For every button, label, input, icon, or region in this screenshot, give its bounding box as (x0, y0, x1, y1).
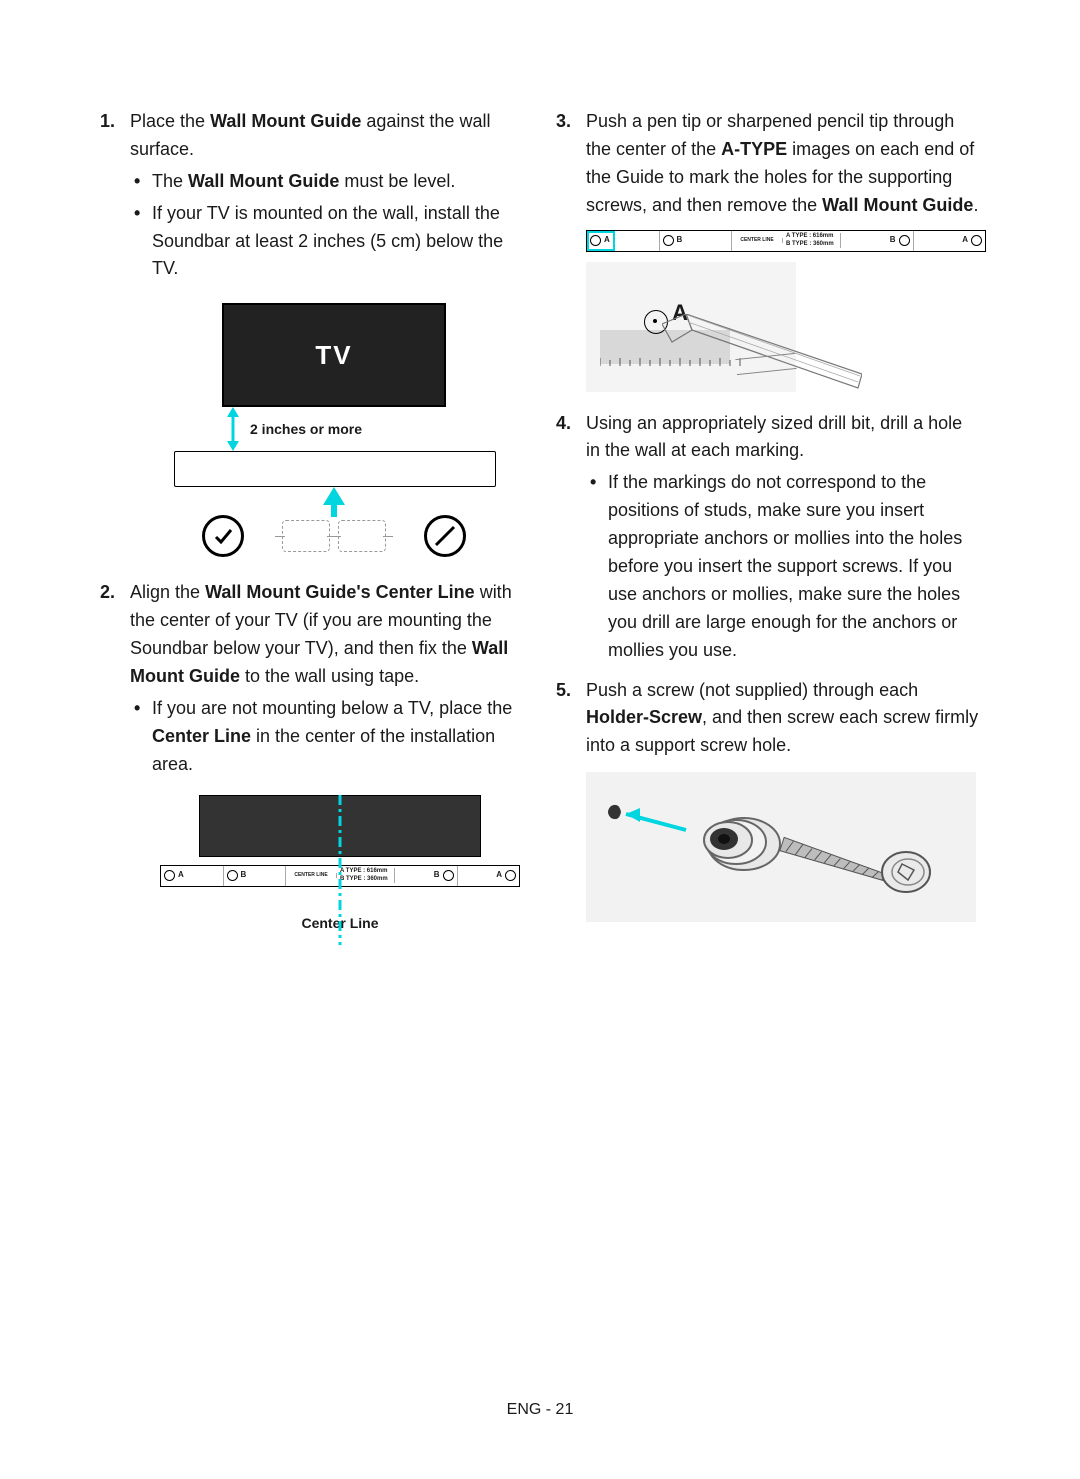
text: must be level. (339, 171, 455, 191)
guide-cell-a-right: A (914, 231, 986, 251)
no-circle-icon (424, 515, 466, 557)
bold: Wall Mount Guide (188, 171, 339, 191)
guide-center-label: CENTER LINE (732, 238, 783, 243)
wall-mount-guide-strip: A B CENTER LINE A TYPE : 616mm B TYPE : … (586, 230, 986, 252)
text: If you are not mounting below a TV, plac… (152, 698, 512, 718)
step-5: 5. Push a screw (not supplied) through e… (556, 677, 980, 923)
step-number: 5. (556, 677, 571, 705)
guide-cell-a-right: A (458, 866, 520, 886)
guide-type-labels: A TYPE : 616mm B TYPE : 360mm (783, 233, 841, 247)
bracket-icon (338, 520, 386, 552)
text: Place the (130, 111, 210, 131)
tv-rectangle: TV (222, 303, 446, 407)
step-2: 2. Align the Wall Mount Guide's Center L… (100, 579, 524, 934)
center-line-caption: Center Line (160, 913, 520, 935)
label: B (434, 869, 440, 881)
left-column: 1. Place the Wall Mount Guide against th… (100, 108, 524, 946)
guide-cell-b-left: B (224, 866, 287, 886)
step-4: 4. Using an appropriately sized drill bi… (556, 410, 980, 665)
manual-page: 1. Place the Wall Mount Guide against th… (0, 0, 1080, 1479)
label: B (677, 234, 683, 246)
bullet: If your TV is mounted on the wall, insta… (130, 200, 524, 284)
step-number: 3. (556, 108, 571, 136)
anchor-arrow (174, 487, 494, 517)
bullet: The Wall Mount Guide must be level. (130, 168, 524, 196)
text: The (152, 171, 188, 191)
bracket-icon (282, 520, 330, 552)
text: to the wall using tape. (240, 666, 419, 686)
step-text: Place the Wall Mount Guide against the w… (130, 111, 490, 159)
bullet: If the markings do not correspond to the… (586, 469, 980, 664)
step-number: 4. (556, 410, 571, 438)
check-circle-icon (202, 515, 244, 557)
text: . (973, 195, 978, 215)
step-number: 2. (100, 579, 115, 607)
wall-mount-guide-strip: A B CENTER LINE A TYPE : 616mm B TYPE : … (160, 865, 520, 887)
label: A (604, 234, 610, 246)
step-text: Push a pen tip or sharpened pencil tip t… (586, 111, 978, 215)
guide-type-labels: A TYPE : 616mm B TYPE : 360mm (337, 868, 395, 882)
bold: Wall Mount Guide (210, 111, 361, 131)
bracket-pair (282, 520, 386, 552)
step-1: 1. Place the Wall Mount Guide against th… (100, 108, 524, 557)
pencil-icon (662, 314, 862, 394)
detail-zoom-panel: A (586, 262, 796, 392)
label: A (178, 869, 184, 881)
type-a: A TYPE : 616mm (340, 868, 394, 875)
figure-holder-screw (586, 772, 976, 922)
step-3: 3. Push a pen tip or sharpened pencil ti… (556, 108, 980, 392)
figure-tv-gap: TV 2 inches or more (174, 303, 494, 557)
bullet: If you are not mounting below a TV, plac… (130, 695, 524, 779)
label: A (496, 869, 502, 881)
guide-cell-b-left: B (660, 231, 733, 251)
guide-cell-b-right: B (395, 866, 458, 886)
bold: Holder-Screw (586, 707, 702, 727)
double-arrow-icon (224, 407, 242, 451)
text: Align the (130, 582, 205, 602)
gap-indicator: 2 inches or more (224, 407, 444, 451)
label: B (890, 234, 896, 246)
right-column: 3. Push a pen tip or sharpened pencil ti… (556, 108, 980, 946)
bold: A-TYPE (721, 139, 787, 159)
step-text: Using an appropriately sized drill bit, … (586, 413, 962, 461)
label: B (241, 869, 247, 881)
two-column-layout: 1. Place the Wall Mount Guide against th… (100, 108, 980, 946)
step-number: 1. (100, 108, 115, 136)
figure-pencil-mark: A B CENTER LINE A TYPE : 616mm B TYPE : … (586, 230, 986, 392)
bold: Center Line (152, 726, 251, 746)
guide-center-label: CENTER LINE (286, 873, 337, 878)
bracket-icons-row (174, 515, 494, 557)
type-b: B TYPE : 360mm (340, 876, 394, 883)
text: Push a screw (not supplied) through each (586, 680, 918, 700)
figure-center-line: A B CENTER LINE A TYPE : 616mm B TYPE : … (160, 795, 520, 935)
page-footer: ENG - 21 (0, 1401, 1080, 1419)
screw-diagram (586, 772, 976, 922)
type-a: A TYPE : 616mm (786, 233, 840, 240)
step-text: Push a screw (not supplied) through each… (586, 680, 978, 756)
guide-cell-a-left: A (161, 866, 224, 886)
bold: Wall Mount Guide (822, 195, 973, 215)
soundbar-outline (174, 451, 496, 487)
guide-cell-b-right: B (841, 231, 914, 251)
step-text: Align the Wall Mount Guide's Center Line… (130, 582, 512, 686)
bold: Wall Mount Guide's Center Line (205, 582, 475, 602)
guide-cell-a-left: A (587, 231, 660, 251)
type-b: B TYPE : 360mm (786, 241, 840, 248)
label: A (962, 234, 968, 246)
gap-label: 2 inches or more (250, 419, 362, 441)
tv-rectangle-small (199, 795, 481, 857)
